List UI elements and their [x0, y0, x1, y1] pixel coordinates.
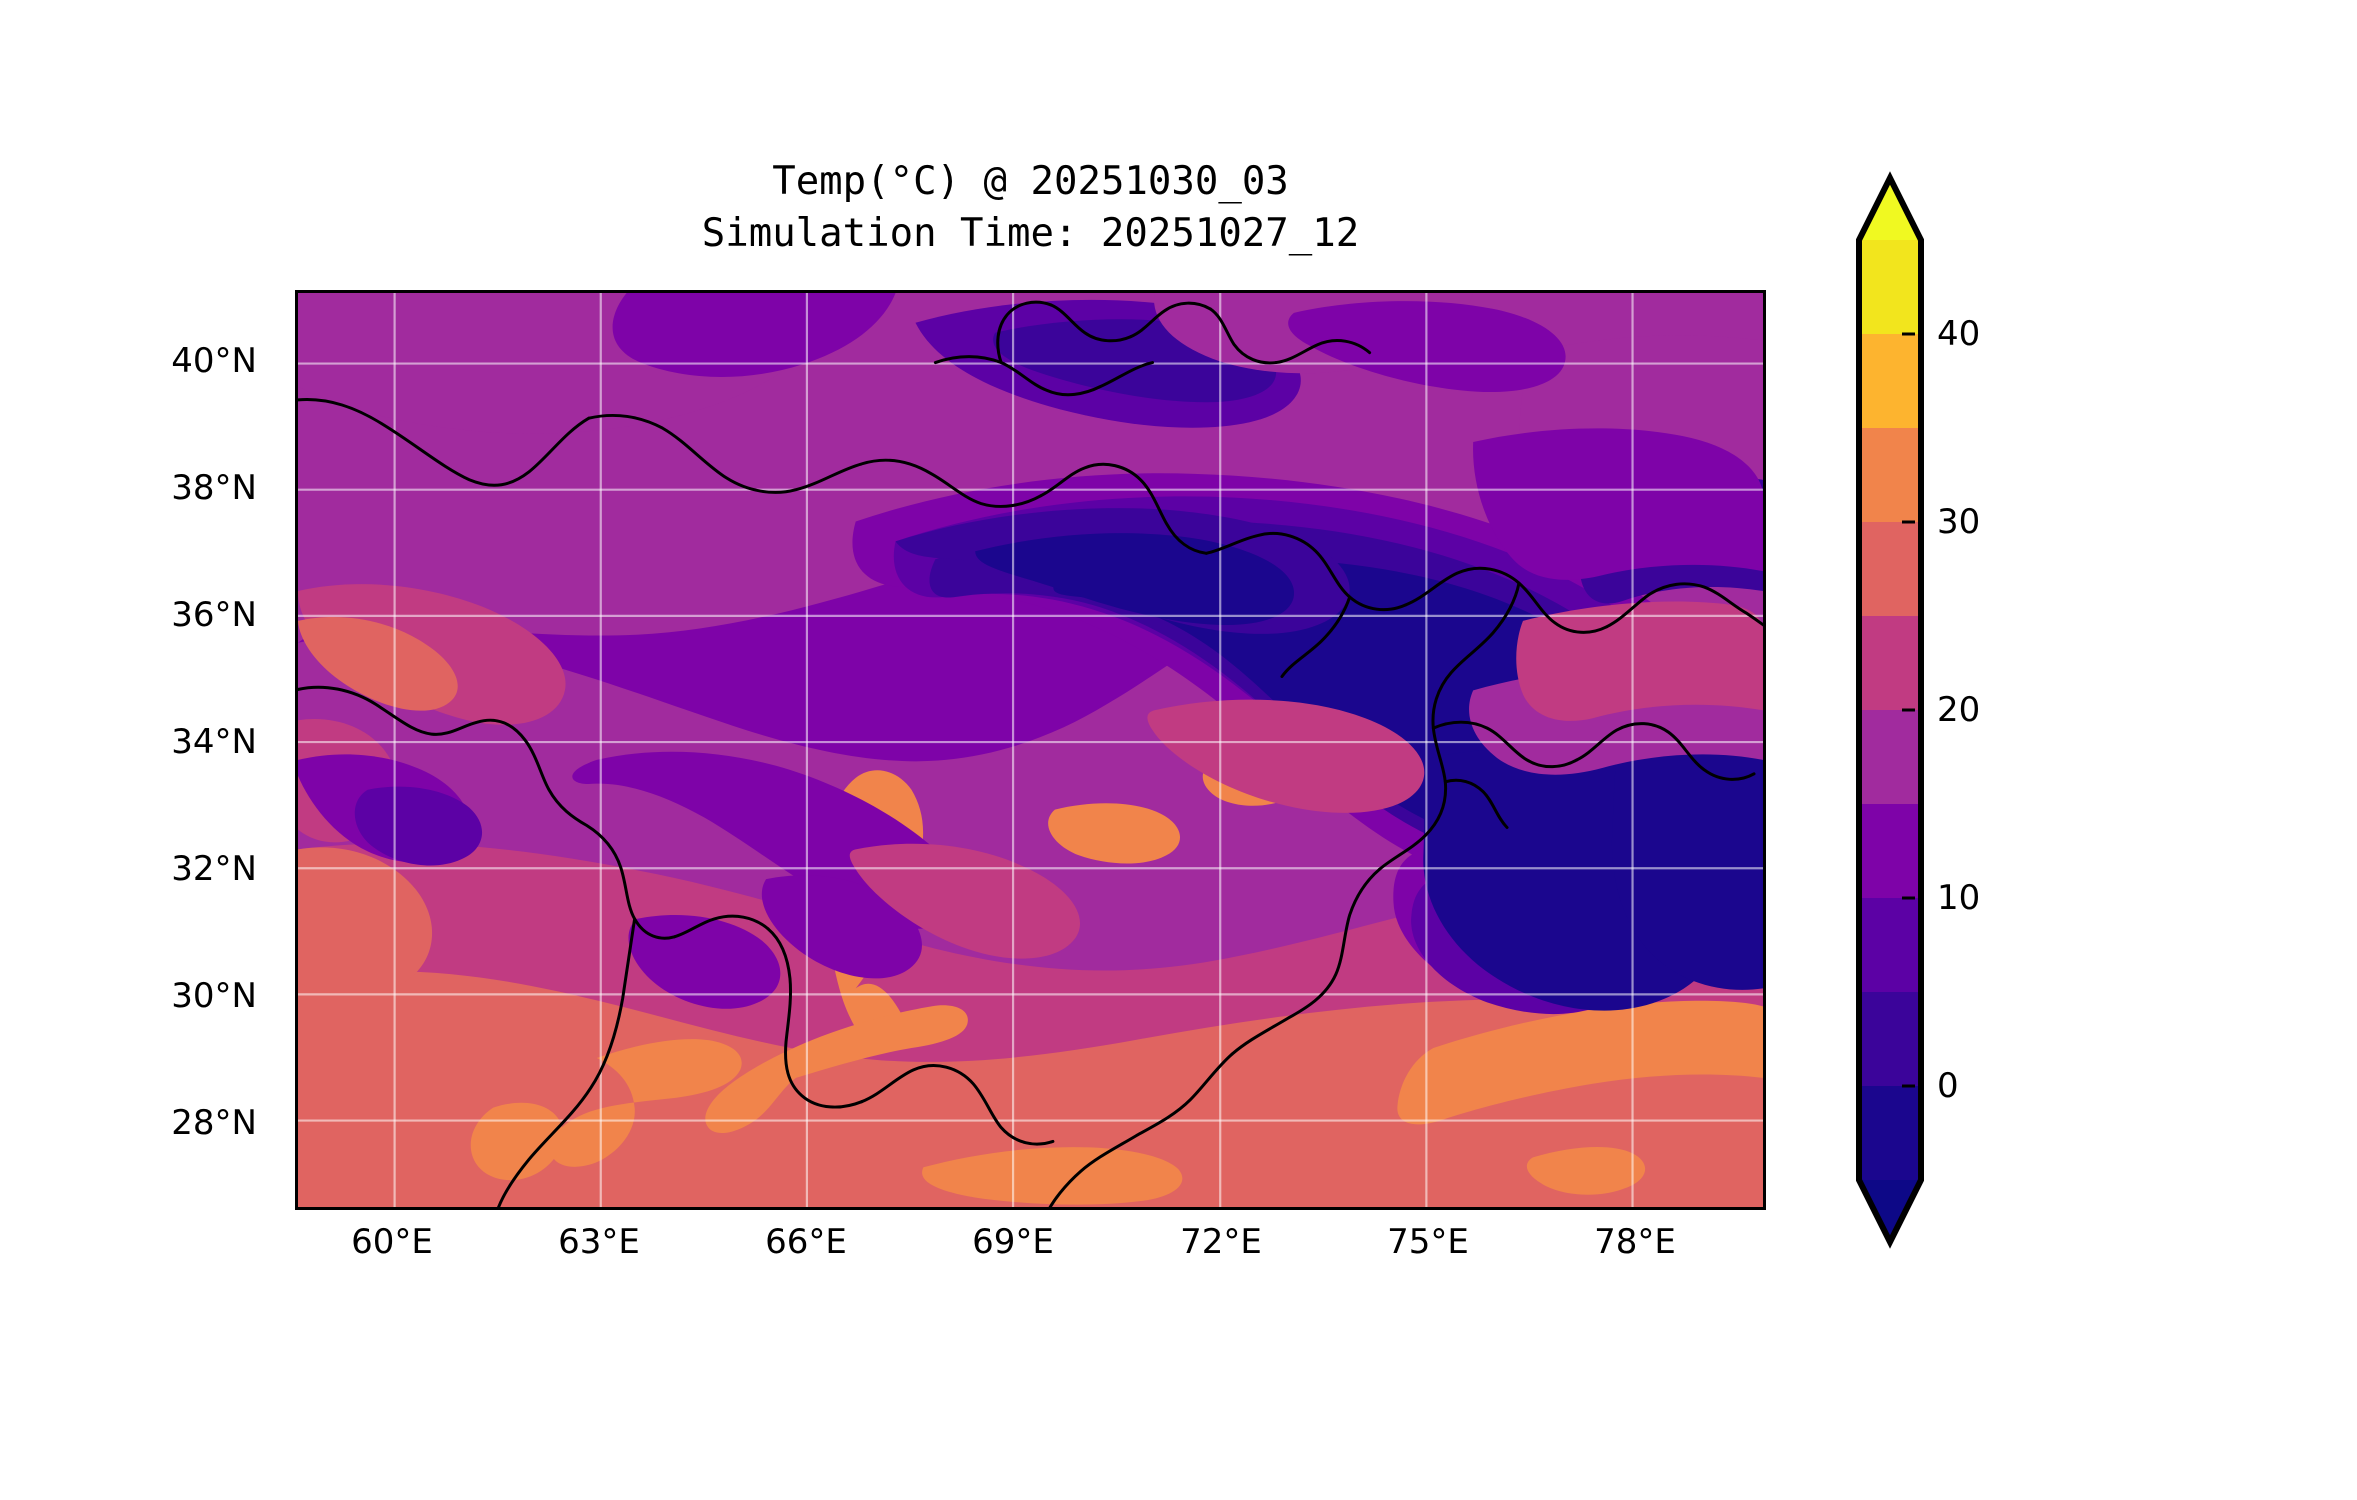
title-line-1: Temp(°C) @ 20251030_03 [772, 159, 1289, 204]
title-line-2: Simulation Time: 20251027_12 [701, 211, 1360, 256]
map-axes[interactable] [295, 290, 1766, 1210]
colorbar-swatches [1856, 171, 1924, 1249]
colorbar[interactable]: 0 10 20 30 40 [1845, 170, 2095, 1320]
cbar-tick-mark-20 [1902, 708, 1915, 712]
cbar-tick-label-10: 10 [1937, 878, 1981, 918]
cbar-tick-label-0: 0 [1937, 1066, 1959, 1106]
chart-title: Temp(°C) @ 20251030_03 Simulation Time: … [295, 156, 1766, 260]
ytick-label-36: 36°N [171, 595, 257, 635]
xtick-label-72: 72°E [1180, 1222, 1262, 1262]
cbar-tick-mark-30 [1902, 520, 1915, 524]
ytick-label-40: 40°N [171, 341, 257, 381]
ytick-label-32: 32°N [171, 849, 257, 889]
xtick-label-69: 69°E [972, 1222, 1054, 1262]
cbar-tick-mark-0 [1902, 1084, 1915, 1088]
cbar-tick-label-20: 20 [1937, 690, 1981, 730]
cbar-tick-label-40: 40 [1937, 314, 1981, 354]
temperature-field [298, 293, 1763, 1207]
cbar-tick-mark-40 [1902, 332, 1915, 336]
ytick-label-28: 28°N [171, 1103, 257, 1143]
ytick-label-34: 34°N [171, 722, 257, 762]
xtick-label-60: 60°E [351, 1222, 433, 1262]
xtick-label-66: 66°E [765, 1222, 847, 1262]
ytick-label-38: 38°N [171, 468, 257, 508]
cbar-tick-label-30: 30 [1937, 502, 1981, 542]
xtick-label-63: 63°E [558, 1222, 640, 1262]
ytick-label-30: 30°N [171, 976, 257, 1016]
xtick-label-75: 75°E [1387, 1222, 1469, 1262]
xtick-label-78: 78°E [1594, 1222, 1676, 1262]
x-axis-labels: 60°E 63°E 66°E 69°E 72°E 75°E 78°E [295, 1222, 1766, 1282]
cbar-tick-mark-10 [1902, 896, 1915, 900]
y-axis-labels: 28°N 30°N 32°N 34°N 36°N 38°N 40°N [0, 290, 275, 1210]
